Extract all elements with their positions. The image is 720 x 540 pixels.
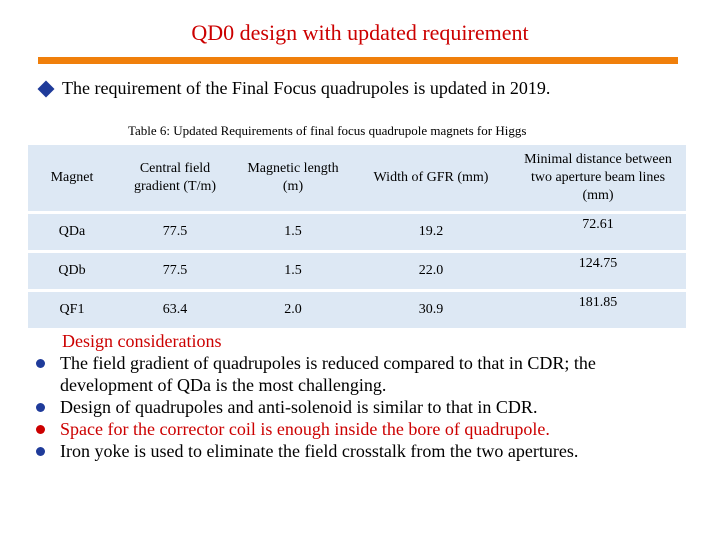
header-magnet: Magnet <box>28 145 116 214</box>
bullet-dot-icon <box>36 425 45 434</box>
cell-gfr-width: 30.9 <box>352 290 510 331</box>
table-caption: Table 6: Updated Requirements of final f… <box>128 123 527 138</box>
list-item-text: Design of quadrupoles and anti-solenoid … <box>60 397 538 417</box>
list-item: Design of quadrupoles and anti-solenoid … <box>36 396 686 418</box>
header-min-distance: Minimal distance between two aperture be… <box>510 145 686 214</box>
cell-gradient: 63.4 <box>116 290 234 331</box>
considerations-title: Design considerations <box>62 331 222 351</box>
list-item: The field gradient of quadrupoles is red… <box>36 352 686 396</box>
slide-title: QD0 design with updated requirement <box>191 20 529 45</box>
cell-magnet: QDb <box>28 251 116 292</box>
cell-min-distance: 124.75 <box>510 251 686 292</box>
intro-line: The requirement of the Final Focus quadr… <box>36 78 550 99</box>
design-considerations: Design considerations The field gradient… <box>36 330 686 462</box>
cell-length: 1.5 <box>234 251 352 292</box>
header-gfr-width: Width of GFR (mm) <box>352 145 510 214</box>
cell-gradient: 77.5 <box>116 212 234 253</box>
table-row: QDb 77.5 1.5 22.0 124.75 <box>28 251 686 292</box>
cell-gradient: 77.5 <box>116 251 234 292</box>
cell-gfr-width: 22.0 <box>352 251 510 292</box>
table-header-row: Magnet Central field gradient (T/m) Magn… <box>28 145 686 214</box>
intro-text: The requirement of the Final Focus quadr… <box>62 78 551 98</box>
bullet-dot-icon <box>36 403 45 412</box>
list-item-text: Iron yoke is used to eliminate the field… <box>60 441 579 461</box>
bullet-dot-icon <box>36 447 45 456</box>
table-row: QF1 63.4 2.0 30.9 181.85 <box>28 290 686 331</box>
header-gradient: Central field gradient (T/m) <box>116 145 234 214</box>
cell-gfr-width: 19.2 <box>352 212 510 253</box>
cell-length: 2.0 <box>234 290 352 331</box>
cell-min-distance: 181.85 <box>510 290 686 331</box>
list-item: Iron yoke is used to eliminate the field… <box>36 440 686 462</box>
cell-magnet: QF1 <box>28 290 116 331</box>
requirements-table: Magnet Central field gradient (T/m) Magn… <box>28 145 686 331</box>
title-divider <box>38 57 678 64</box>
table-row: QDa 77.5 1.5 19.2 72.61 <box>28 212 686 253</box>
cell-min-distance: 72.61 <box>510 212 686 253</box>
cell-length: 1.5 <box>234 212 352 253</box>
header-length: Magnetic length (m) <box>234 145 352 214</box>
bullet-dot-icon <box>36 359 45 368</box>
list-item: Space for the corrector coil is enough i… <box>36 418 686 440</box>
cell-magnet: QDa <box>28 212 116 253</box>
list-item-text: Space for the corrector coil is enough i… <box>60 419 550 439</box>
diamond-bullet-icon <box>37 80 55 98</box>
list-item-text: The field gradient of quadrupoles is red… <box>60 353 596 395</box>
